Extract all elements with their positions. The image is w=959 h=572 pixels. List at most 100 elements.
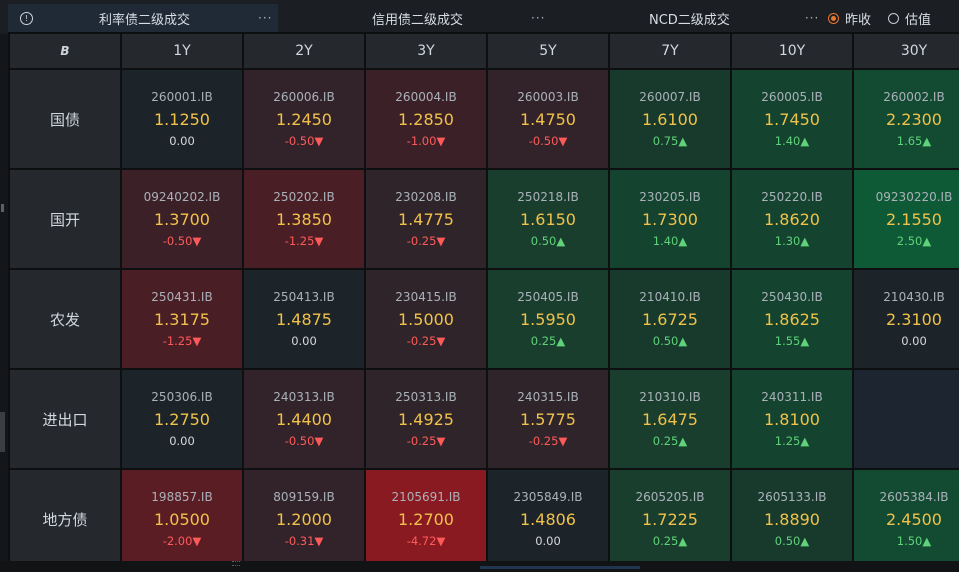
bond-cell[interactable]: 09230220.IB 2.1550 2.50▲ [854, 170, 959, 268]
bond-yield: 1.2000 [276, 510, 332, 529]
bond-code: 198857.IB [151, 490, 213, 504]
tab-ncd-menu-icon[interactable]: ··· [804, 11, 820, 25]
row-header[interactable]: 国债 [10, 70, 120, 168]
bond-cell[interactable]: 2605205.IB 1.7225 0.25▲ [610, 470, 730, 568]
bond-cell[interactable]: 260005.IB 1.7450 1.40▲ [732, 70, 852, 168]
bond-cell[interactable]: 230208.IB 1.4775 -0.25▼ [366, 170, 486, 268]
bond-cell[interactable]: 2305849.IB 1.4806 0.00 [488, 470, 608, 568]
bold-b-icon[interactable]: B [60, 44, 70, 58]
bond-cell[interactable]: 250431.IB 1.3175 -1.25▼ [122, 270, 242, 368]
bond-cell[interactable]: 260003.IB 1.4750 -0.50▼ [488, 70, 608, 168]
bond-change: 0.25▲ [652, 434, 688, 448]
bond-code: 2305849.IB [513, 490, 583, 504]
bond-change: 1.25▲ [774, 434, 810, 448]
bond-cell[interactable]: 2605384.IB 2.4500 1.50▲ [854, 470, 959, 568]
bond-cell[interactable]: 210410.IB 1.6725 0.50▲ [610, 270, 730, 368]
bond-change: -0.25▼ [406, 334, 446, 348]
bond-cell[interactable]: 09240202.IB 1.3700 -0.50▼ [122, 170, 242, 268]
bond-code: 240311.IB [761, 390, 823, 404]
bond-code: 250218.IB [517, 190, 579, 204]
radio-unselected-icon[interactable] [888, 12, 899, 24]
info-icon[interactable]: ! [20, 11, 33, 25]
bond-cell[interactable]: 250220.IB 1.8620 1.30▲ [732, 170, 852, 268]
bond-cell[interactable]: 250306.IB 1.2750 0.00 [122, 370, 242, 468]
bond-cell[interactable]: 260007.IB 1.6100 0.75▲ [610, 70, 730, 168]
col-header[interactable]: 1Y [122, 34, 242, 68]
bond-yield: 1.4806 [520, 510, 576, 529]
left-splitter-icon[interactable] [1, 204, 4, 212]
bond-cell[interactable]: 240313.IB 1.4400 -0.50▼ [244, 370, 364, 468]
row-header[interactable]: 农发 [10, 270, 120, 368]
bond-cell[interactable]: 250430.IB 1.8625 1.55▲ [732, 270, 852, 368]
bond-change: -0.50▼ [162, 234, 202, 248]
bond-yield: 1.2450 [276, 110, 332, 129]
tab-bar: ! 利率债二级成交 ··· 信用债二级成交 ··· NCD二级成交 ··· 昨收… [0, 0, 959, 34]
bond-code: 260006.IB [273, 90, 335, 104]
bond-code: 230415.IB [395, 290, 457, 304]
bond-cell[interactable]: 198857.IB 1.0500 -2.00▼ [122, 470, 242, 568]
radio-prev-close[interactable]: 昨收 [828, 4, 871, 32]
tab-rate-bond[interactable]: ! 利率债二级成交 ··· [8, 4, 278, 34]
bond-cell[interactable]: 240311.IB 1.8100 1.25▲ [732, 370, 852, 468]
bond-cell[interactable]: 809159.IB 1.2000 -0.31▼ [244, 470, 364, 568]
bond-change: 0.50▲ [774, 534, 810, 548]
row-header[interactable]: 国开 [10, 170, 120, 268]
bond-yield: 1.0500 [154, 510, 210, 529]
bond-cell[interactable]: 230415.IB 1.5000 -0.25▼ [366, 270, 486, 368]
bond-yield: 1.5775 [520, 410, 576, 429]
bond-yield: 1.8890 [764, 510, 820, 529]
bond-yield: 1.6100 [642, 110, 698, 129]
bond-code: 260005.IB [761, 90, 823, 104]
col-header[interactable]: 5Y [488, 34, 608, 68]
row-header[interactable]: 进出口 [10, 370, 120, 468]
bond-change: -2.00▼ [162, 534, 202, 548]
radio-selected-icon[interactable] [828, 12, 839, 24]
col-header[interactable]: 2Y [244, 34, 364, 68]
bond-cell[interactable]: 240315.IB 1.5775 -0.25▼ [488, 370, 608, 468]
bond-yield: 1.4925 [398, 410, 454, 429]
bond-change: 2.50▲ [896, 234, 932, 248]
bond-cell[interactable]: 250218.IB 1.6150 0.50▲ [488, 170, 608, 268]
bond-yield: 1.5950 [520, 310, 576, 329]
bond-yield: 1.4400 [276, 410, 332, 429]
bond-code: 250431.IB [151, 290, 213, 304]
bond-code: 230205.IB [639, 190, 701, 204]
bond-cell[interactable]: 250313.IB 1.4925 -0.25▼ [366, 370, 486, 468]
bond-cell[interactable]: 250202.IB 1.3850 -1.25▼ [244, 170, 364, 268]
col-header[interactable]: 30Y [854, 34, 959, 68]
corner-cell: B [10, 34, 120, 68]
tab-credit-bond-label: 信用债二级成交 [372, 12, 464, 28]
bond-change: 0.25▲ [652, 534, 688, 548]
row-header[interactable]: 地方债 [10, 470, 120, 568]
tab-ncd-label: NCD二级成交 [649, 12, 730, 28]
bond-cell[interactable]: 250413.IB 1.4875 0.00 [244, 270, 364, 368]
bond-code: 250430.IB [761, 290, 823, 304]
tab-rate-bond-label: 利率债二级成交 [99, 12, 191, 28]
tab-ncd[interactable]: NCD二级成交 ··· [560, 4, 820, 32]
bond-cell[interactable]: 260004.IB 1.2850 -1.00▼ [366, 70, 486, 168]
bond-cell[interactable]: 2605133.IB 1.8890 0.50▲ [732, 470, 852, 568]
bond-cell[interactable]: 260002.IB 2.2300 1.65▲ [854, 70, 959, 168]
bond-code: 2105691.IB [391, 490, 461, 504]
bond-cell[interactable]: 250405.IB 1.5950 0.25▲ [488, 270, 608, 368]
bottom-scrollbar[interactable] [0, 561, 959, 572]
col-header[interactable]: 10Y [732, 34, 852, 68]
bond-cell[interactable]: 260001.IB 1.1250 0.00 [122, 70, 242, 168]
resize-handle-icon[interactable] [232, 561, 240, 566]
bond-yield: 2.1550 [886, 210, 942, 229]
tab-credit-bond-menu-icon[interactable]: ··· [531, 11, 546, 25]
bond-cell[interactable]: 210310.IB 1.6475 0.25▲ [610, 370, 730, 468]
bond-cell[interactable]: 210430.IB 2.3100 0.00 [854, 270, 959, 368]
col-header[interactable]: 3Y [366, 34, 486, 68]
bond-cell[interactable]: 260006.IB 1.2450 -0.50▼ [244, 70, 364, 168]
left-collapse-handle[interactable] [0, 412, 5, 452]
scrollbar-thumb[interactable] [480, 566, 640, 569]
tab-rate-bond-menu-icon[interactable]: ··· [258, 11, 273, 25]
radio-valuation[interactable]: 估值 [888, 4, 931, 32]
bond-code: 250405.IB [517, 290, 579, 304]
bond-cell[interactable]: 230205.IB 1.7300 1.40▲ [610, 170, 730, 268]
bond-code: 250313.IB [395, 390, 457, 404]
tab-credit-bond[interactable]: 信用债二级成交 ··· [282, 4, 552, 32]
col-header[interactable]: 7Y [610, 34, 730, 68]
bond-cell[interactable]: 2105691.IB 1.2700 -4.72▼ [366, 470, 486, 568]
